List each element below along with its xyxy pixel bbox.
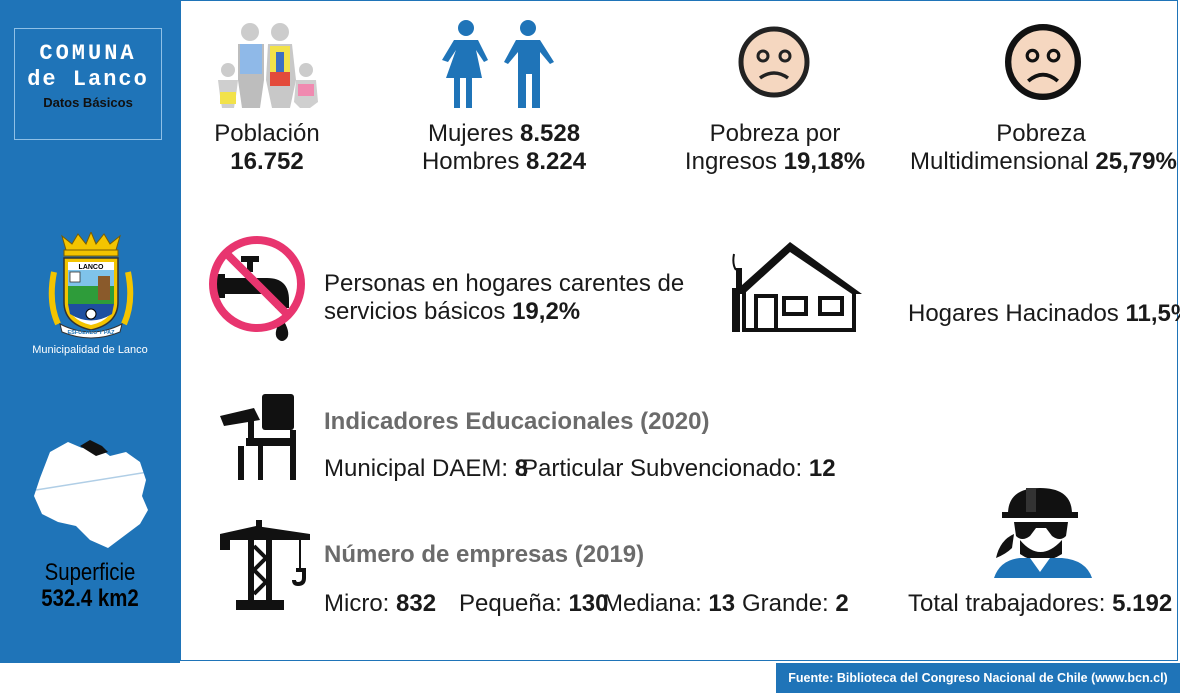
family-icon: [218, 23, 318, 108]
worker-helmet-icon: [994, 488, 1092, 578]
basic-services-stat: servicios básicos 19,2%: [324, 298, 581, 325]
women-stat: Mujeres 8.528: [427, 120, 581, 147]
title-line-2: de Lanco: [27, 67, 149, 92]
municipality-caption: Municipalidad de Lanco: [32, 344, 148, 356]
income-poverty-label: Pobreza por: [709, 120, 841, 147]
source-footer: Fuente: Biblioteca del Congreso Nacional…: [776, 663, 1180, 693]
overcrowding-stat: Hogares Hacinados 11,5%: [908, 300, 1180, 327]
income-poverty-stat: Ingresos 19,18%: [684, 148, 866, 175]
subsidized-school-stat: Particular Subvencionado: 12: [522, 455, 836, 482]
basic-services-label: Personas en hogares carentes de: [324, 270, 685, 297]
school-desk-icon: [220, 394, 296, 480]
municipality-crest-icon: LANCO ESFUERZO Y PAZ: [48, 232, 134, 339]
no-water-tap-icon: [209, 236, 305, 341]
title-line-1: COMUNA: [39, 41, 137, 66]
companies-title: Número de empresas (2019): [324, 541, 645, 568]
men-stat: Hombres 8.224: [421, 148, 587, 175]
multi-poverty-label: Pobreza: [996, 120, 1086, 147]
house-icon: [732, 242, 862, 332]
man-woman-icon: [442, 20, 554, 108]
svg-text:LANCO: LANCO: [79, 264, 104, 271]
construction-crane-icon: [220, 520, 310, 610]
surface-value: 532.4 km2: [41, 585, 139, 612]
sidebar: COMUNA de Lanco Datos Básicos LANCO ESFU…: [0, 0, 180, 663]
municipal-daem-stat: Municipal DAEM: 8: [324, 455, 529, 482]
commune-title-box: COMUNA de Lanco Datos Básicos: [14, 28, 162, 140]
multi-poverty-stat: Multidimensional 25,79%: [910, 148, 1177, 175]
total-workers-stat: Total trabajadores: 5.192: [908, 590, 1173, 617]
sad-face-icon: [1005, 24, 1081, 100]
sad-face-icon: [738, 26, 810, 98]
population-label: Población: [214, 120, 320, 147]
medium-companies-stat: Mediana: 13: [603, 590, 736, 617]
large-companies-stat: Grande: 2: [742, 590, 849, 617]
surface-label: Superficie: [44, 559, 136, 586]
population-value: 16.752: [230, 148, 304, 175]
commune-map-icon: [34, 440, 149, 548]
education-title: Indicadores Educacionales (2020): [324, 408, 710, 435]
small-companies-stat: Pequeña: 130: [459, 590, 609, 617]
micro-companies-stat: Micro: 832: [324, 590, 437, 617]
svg-text:ESFUERZO Y PAZ: ESFUERZO Y PAZ: [67, 330, 115, 336]
title-line-3: Datos Básicos: [43, 95, 133, 110]
main-panel: [180, 0, 1178, 661]
